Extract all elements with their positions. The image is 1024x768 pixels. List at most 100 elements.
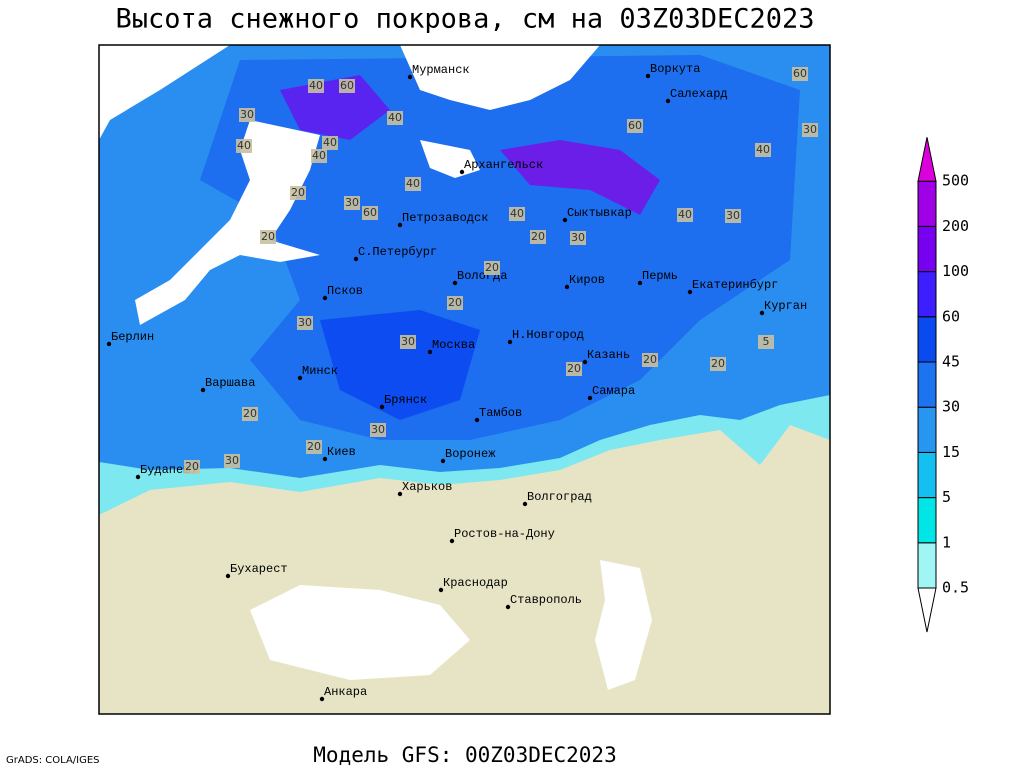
city-label: Архангельск xyxy=(464,158,543,172)
city-dot xyxy=(427,349,433,355)
contour-label-box xyxy=(242,407,258,421)
contour-label: 20 xyxy=(531,230,545,243)
contour-label-box xyxy=(370,423,386,437)
colorbar-segment xyxy=(917,587,937,633)
contour-label-box xyxy=(758,335,774,349)
contour-label: 5 xyxy=(763,335,770,348)
city-dot xyxy=(319,696,325,702)
colorbar-label: 30 xyxy=(942,398,960,416)
colorbar-label: 5 xyxy=(942,488,951,506)
city-label: Киев xyxy=(327,445,356,459)
city-dot xyxy=(452,280,458,286)
model-label: Модель GFS: 00Z03DEC2023 xyxy=(313,743,616,767)
city-label: Пермь xyxy=(642,269,678,283)
city-label: Москва xyxy=(432,338,475,352)
colorbar-label: 45 xyxy=(942,353,960,371)
city-dot xyxy=(353,256,359,262)
colorbar-segment xyxy=(917,225,937,273)
contour-label: 30 xyxy=(240,108,254,121)
city-dot xyxy=(225,573,231,579)
city-label: Салехард xyxy=(670,87,728,101)
city-dot xyxy=(587,395,593,401)
contour-label-box xyxy=(260,230,276,244)
contour-label: 40 xyxy=(406,177,420,190)
contour-label-box xyxy=(344,196,360,210)
contour-label-box xyxy=(306,440,322,454)
city-label: Екатеринбург xyxy=(692,278,778,292)
contour-label: 40 xyxy=(312,149,326,162)
city-label: Самара xyxy=(592,384,635,398)
contour-label: 60 xyxy=(793,67,807,80)
contour-label: 40 xyxy=(237,139,251,152)
contour-label-box xyxy=(627,119,643,133)
contour-label: 20 xyxy=(485,261,499,274)
black-sea xyxy=(250,585,470,680)
contour-label-box xyxy=(362,206,378,220)
contour-label: 30 xyxy=(726,209,740,222)
city-dot xyxy=(449,538,455,544)
contour-label: 30 xyxy=(803,123,817,136)
city-dot xyxy=(297,375,303,381)
contour-label-box xyxy=(570,231,586,245)
city-dot xyxy=(440,458,446,464)
city-label: Воркута xyxy=(650,62,700,76)
contour-label-box xyxy=(802,123,818,137)
city-dot xyxy=(645,73,651,79)
snow-deeper xyxy=(320,310,480,420)
snow-deepest xyxy=(280,75,390,140)
barents-sea xyxy=(400,45,600,110)
colorbar-segment xyxy=(917,137,937,182)
credit: GrADS: COLA/IGES xyxy=(6,755,100,766)
city-label: Анкара xyxy=(324,685,367,699)
contour-label: 40 xyxy=(510,207,524,220)
colorbar-segment xyxy=(917,271,937,318)
city-dot xyxy=(687,289,693,295)
contour-label: 30 xyxy=(371,423,385,436)
contour-label-box xyxy=(642,353,658,367)
contour-label: 30 xyxy=(401,335,415,348)
city-dot xyxy=(522,501,528,507)
city-dot xyxy=(438,587,444,593)
contour-label: 30 xyxy=(345,196,359,209)
contour-label-box xyxy=(725,209,741,223)
contour-label-box xyxy=(530,230,546,244)
city-dot xyxy=(322,456,328,462)
contour-label: 20 xyxy=(567,362,581,375)
contour-label: 40 xyxy=(756,143,770,156)
colorbar-segment xyxy=(917,180,937,227)
city-dot xyxy=(582,359,588,365)
contour-label: 40 xyxy=(678,208,692,221)
contour-label: 20 xyxy=(261,230,275,243)
snow-deepest xyxy=(500,140,660,215)
caspian-sea xyxy=(595,560,652,690)
city-dot xyxy=(459,169,465,175)
city-dot xyxy=(379,404,385,410)
colorbar-label: 200 xyxy=(942,217,969,235)
city-label: Псков xyxy=(327,284,363,298)
city-label: Воронеж xyxy=(445,447,496,461)
city-dot xyxy=(322,295,328,301)
contour-label: 60 xyxy=(363,206,377,219)
white-sea xyxy=(420,140,480,178)
city-dot xyxy=(397,491,403,497)
city-label: Тамбов xyxy=(479,406,522,420)
colorbar-segment xyxy=(917,361,937,408)
city-dot xyxy=(407,74,413,80)
contour-label-box xyxy=(239,108,255,122)
contour-label: 20 xyxy=(185,460,199,473)
colorbar-segment xyxy=(917,451,937,499)
contour-label-box xyxy=(297,316,313,330)
contour-label-box xyxy=(447,296,463,310)
city-dot xyxy=(106,341,112,347)
city-label: Ставрополь xyxy=(510,593,582,607)
city-label: Будапешт xyxy=(140,463,198,477)
contour-label-box xyxy=(405,177,421,191)
contour-label: 30 xyxy=(298,316,312,329)
city-dot xyxy=(507,339,513,345)
city-dot xyxy=(200,387,206,393)
contour-label-box xyxy=(236,139,252,153)
colorbar-segment xyxy=(917,542,937,589)
city-label: Ростов-на-Дону xyxy=(454,527,555,541)
baltic-sea xyxy=(135,120,320,325)
